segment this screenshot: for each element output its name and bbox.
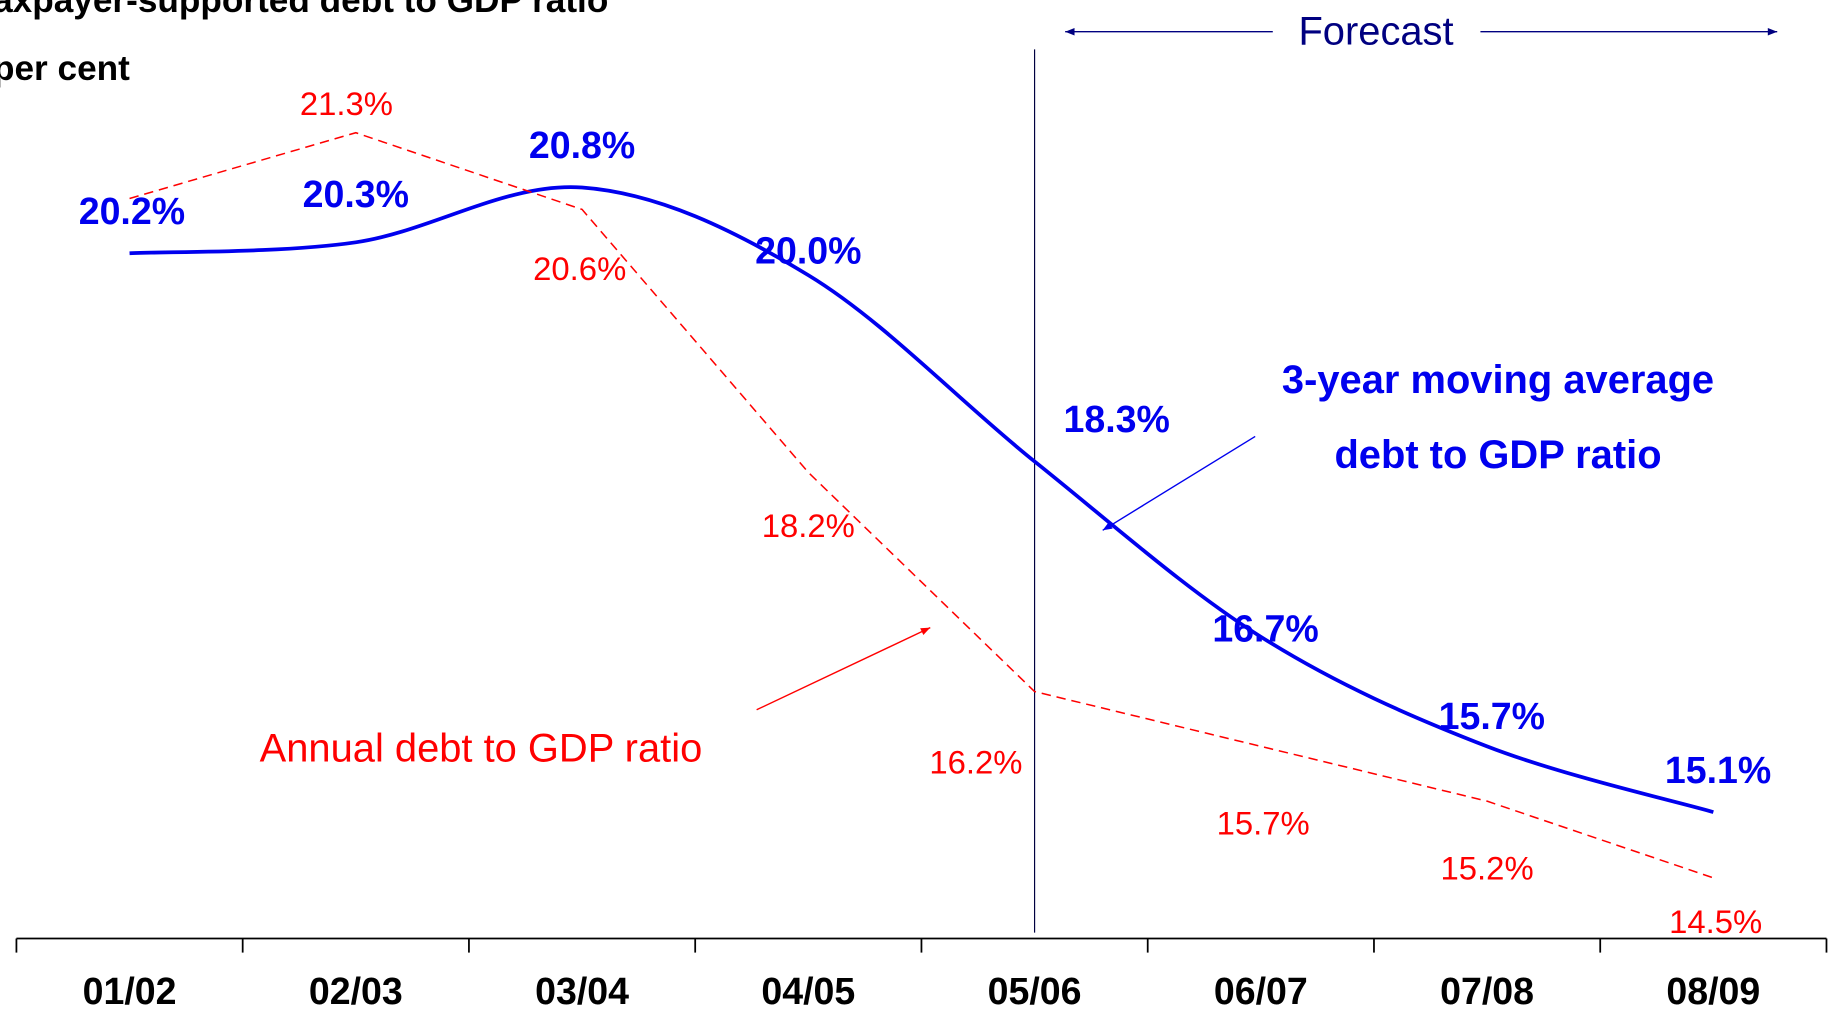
data-label: 20.3% [303,173,409,215]
data-label: 16.7% [1212,607,1318,649]
data-label: 20.6% [533,250,626,287]
data-label: 20.2% [79,190,185,232]
x-tick-label: 01/02 [83,970,177,1012]
forecast-label: Forecast [1298,10,1453,54]
data-label: 14.5% [1669,903,1762,940]
x-tick-label: 05/06 [988,970,1082,1012]
series-arrow [756,627,931,711]
x-tick-label: 02/03 [309,970,403,1012]
data-label: 18.2% [762,507,855,544]
chart-title: Taxpayer-supported debt to GDP ratio [0,0,608,20]
data-label: 18.3% [1064,398,1170,440]
data-label: 20.8% [529,124,635,166]
data-label: 21.3% [300,85,393,122]
data-label: 16.2% [929,744,1022,781]
series-name: 3-year moving average [1282,358,1714,402]
series-line [129,185,1714,814]
chart-subtitle: per cent [0,49,130,88]
data-label: 20.0% [755,229,861,271]
data-label: 15.7% [1439,695,1545,737]
series-name: debt to GDP ratio [1334,433,1661,477]
data-label: 15.2% [1441,850,1534,887]
series-arrow [1102,435,1256,531]
x-tick-label: 04/05 [761,970,855,1012]
x-tick-label: 08/09 [1666,970,1760,1012]
data-label: 15.1% [1665,749,1771,791]
x-tick-label: 03/04 [535,970,629,1012]
series-line [129,131,1714,879]
x-tick-label: 07/08 [1440,970,1534,1012]
data-label: 15.7% [1217,804,1310,841]
x-tick-label: 06/07 [1214,970,1308,1012]
series-name: Annual debt to GDP ratio [260,726,703,770]
